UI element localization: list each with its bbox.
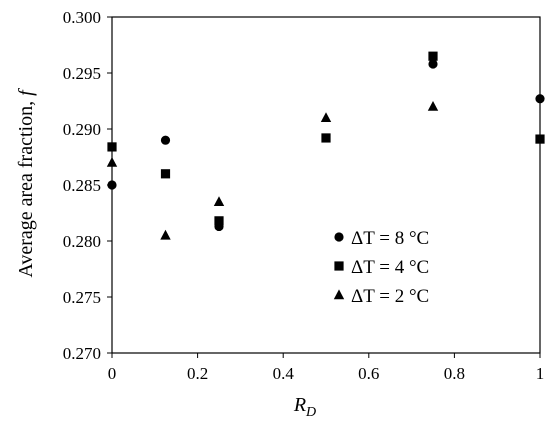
x-tick-label: 0.2: [187, 364, 208, 383]
x-axis-title: RD: [293, 394, 316, 420]
x-tick-label: 0.8: [444, 364, 465, 383]
series-triangle: [106, 101, 439, 240]
legend-label: ΔT = 2 °C: [351, 286, 429, 307]
x-tick-label: 0: [108, 364, 117, 383]
series-square: [107, 51, 545, 226]
legend-label: ΔT = 8 °C: [351, 228, 429, 249]
y-tick-label: 0.270: [63, 344, 101, 363]
triangle-data-point: [213, 196, 225, 206]
axis-ticks: 0.270 0.275 0.280 0.285 0.290 0.295 0.300 0 0.2 0…: [63, 8, 545, 383]
square-data-point: [428, 51, 438, 61]
legend-label: ΔT = 4 °C: [351, 257, 429, 278]
x-axis-title-subscript: D: [305, 405, 316, 420]
circle-data-point: [160, 135, 171, 145]
x-tick-label: 0.4: [273, 364, 295, 383]
data-points: [106, 51, 545, 240]
square-data-point: [214, 216, 224, 226]
y-axis-title: Average area fraction, f: [15, 88, 37, 278]
series-circle: [107, 59, 545, 232]
y-tick-label: 0.275: [63, 288, 101, 307]
triangle-data-point: [160, 229, 171, 240]
legend-marker-triangle: [333, 289, 345, 300]
y-axis-title-main: Average area fraction,: [15, 96, 37, 278]
plot-border: [111, 16, 541, 354]
legend: ΔT = 8 °C ΔT = 4 °C ΔT = 2 °C: [333, 228, 429, 307]
square-data-point: [160, 169, 171, 179]
triangle-data-point: [427, 101, 439, 111]
triangle-data-point: [320, 112, 332, 122]
x-tick-label: 1: [536, 364, 545, 383]
circle-data-point: [428, 59, 438, 69]
y-tick-label: 0.290: [63, 120, 101, 139]
legend-marker-square: [334, 261, 344, 271]
y-tick-label: 0.300: [63, 8, 101, 27]
plot-frame: [111, 16, 541, 354]
square-data-point: [321, 133, 331, 143]
x-tick-label: 0.6: [358, 364, 379, 383]
y-tick-label: 0.280: [63, 232, 101, 251]
y-tick-label: 0.295: [63, 64, 101, 83]
y-axis-title-variable: f: [15, 88, 37, 96]
x-axis-title-main: R: [293, 394, 306, 416]
legend-marker-circle: [334, 232, 344, 242]
y-tick-label: 0.285: [63, 176, 101, 195]
